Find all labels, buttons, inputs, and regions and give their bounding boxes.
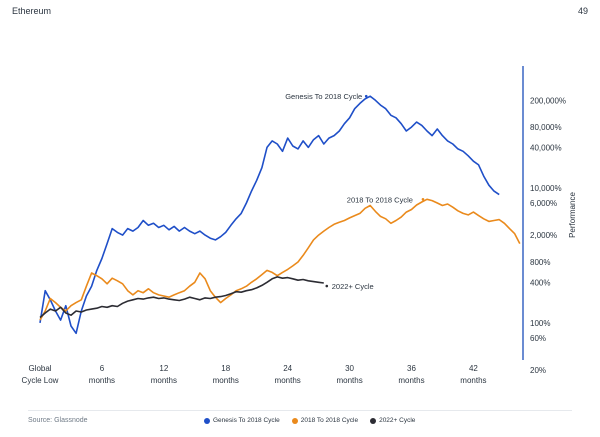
x-tick-label-sub: months [460, 376, 486, 385]
x-tick-label-sub: months [151, 376, 177, 385]
source-note: Source: Glassnode [28, 417, 88, 424]
y-tick-label: 100% [530, 319, 550, 328]
y-axis-title: Performance [568, 192, 577, 238]
page-number: 49 [577, 6, 588, 16]
x-tick-label: 36 [407, 364, 416, 373]
series-annotation-cycle2022: 2022+ Cycle [332, 282, 374, 291]
x-tick-label-sub: Cycle Low [22, 376, 59, 385]
y-tick-label: 2,000% [530, 231, 557, 240]
series-annotation-dot-cycle2018 [421, 198, 425, 201]
series-annotation-dot-cycle2022 [325, 284, 329, 288]
y-tick-label: 200,000% [530, 96, 566, 105]
x-tick-label: Global [28, 364, 51, 373]
y-tick-label: 40,000% [530, 143, 562, 152]
series-annotation-dot-genesis [364, 94, 368, 98]
legend-item-genesis: Genesis To 2018 Cycle [204, 417, 280, 424]
series-line-cycle2022 [39, 276, 324, 319]
y-tick-label: 6,000% [530, 199, 557, 208]
y-tick-label: 10,000% [530, 184, 562, 193]
x-tick-label: 42 [469, 364, 478, 373]
legend-item-2022: 2022+ Cycle [370, 417, 415, 424]
x-tick-label: 18 [221, 364, 230, 373]
legend-label-2018: 2018 To 2018 Cycle [300, 417, 359, 424]
series-annotation-cycle2018: 2018 To 2018 Cycle [347, 195, 413, 204]
series-line-genesis [39, 95, 500, 335]
x-tick-label: 6 [100, 364, 105, 373]
legend-item-2018: 2018 To 2018 Cycle [291, 417, 359, 424]
y-tick-label: 80,000% [530, 123, 562, 132]
x-tick-label-sub: months [336, 376, 362, 385]
series-line-cycle2018 [39, 198, 521, 321]
x-tick-label-sub: months [398, 376, 424, 385]
chart-legend: Genesis To 2018 Cycle 2018 To 2018 Cycle… [204, 417, 415, 424]
x-tick-label-sub: months [275, 376, 301, 385]
series-annotation-genesis: Genesis To 2018 Cycle [285, 92, 362, 101]
x-tick-label: 30 [345, 364, 354, 373]
legend-dot-genesis [204, 417, 210, 424]
document-title: Ethereum [12, 6, 52, 16]
performance-chart: 200,000% 80,000% 40,000% 10,000% 6,000% 2,000… [22, 66, 577, 385]
legend-label-genesis: Genesis To 2018 Cycle [213, 417, 280, 424]
x-tick-label-sub: months [89, 376, 115, 385]
x-tick-label: 12 [159, 364, 168, 373]
footer-divider [28, 410, 572, 411]
y-tick-label: 60% [530, 334, 546, 343]
legend-label-2022: 2022+ Cycle [379, 417, 416, 424]
y-tick-label: 800% [530, 258, 550, 267]
x-tick-label: 24 [283, 364, 292, 373]
x-tick-label-sub: months [213, 376, 239, 385]
legend-dot-2018 [291, 417, 298, 424]
y-tick-label: 400% [530, 278, 550, 287]
y-tick-label: 20% [530, 366, 546, 375]
legend-dot-2022 [370, 417, 377, 424]
